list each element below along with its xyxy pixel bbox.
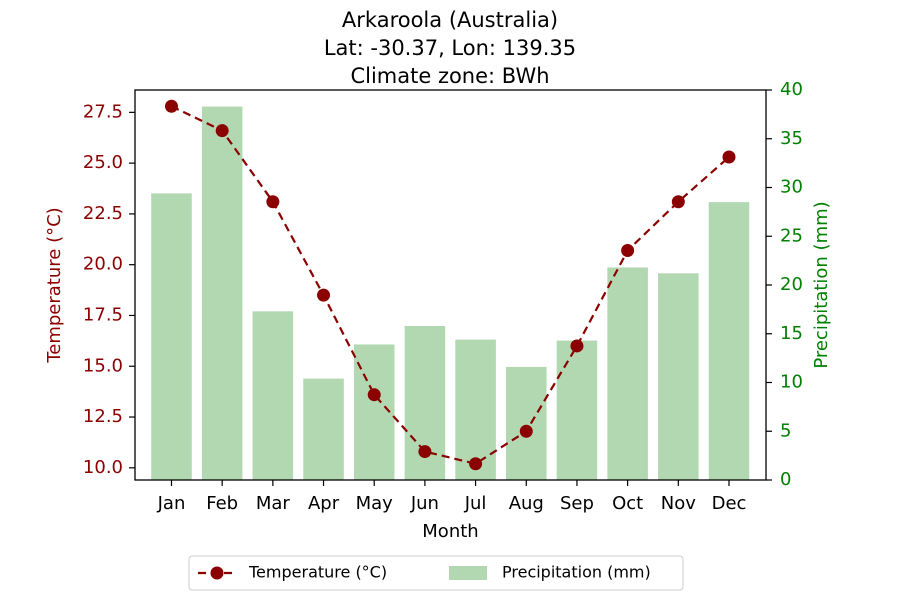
precipitation-bar <box>252 311 294 480</box>
precipitation-bars <box>151 106 750 480</box>
y-left-tick-label: 27.5 <box>83 101 123 122</box>
x-tick-label: Jul <box>464 493 487 514</box>
temperature-point <box>215 124 229 138</box>
y-right-tick-label: 25 <box>780 225 803 246</box>
y-left-tick-label: 20.0 <box>83 254 123 275</box>
x-tick-label: May <box>356 493 394 514</box>
temperature-series <box>164 99 736 471</box>
chart-title-line: Climate zone: BWh <box>350 64 549 88</box>
temperature-point <box>722 150 736 164</box>
temperature-line <box>171 105 730 465</box>
temperature-point <box>469 457 483 471</box>
y-left-tick-label: 12.5 <box>83 406 123 427</box>
x-axis-label: Month <box>422 521 478 542</box>
chart-title: Arkaroola (Australia) Lat: -30.37, Lon: 1… <box>324 8 576 88</box>
legend-precipitation-swatch <box>449 566 487 580</box>
y-right-axis-label: Precipitation (mm) <box>811 201 832 368</box>
y-right-tick-label: 15 <box>780 323 803 344</box>
precipitation-bar <box>708 202 750 480</box>
x-tick-label: Sep <box>560 493 594 514</box>
temperature-point <box>418 445 432 459</box>
precipitation-bar <box>455 339 496 480</box>
precipitation-bar <box>303 378 344 480</box>
y-left-tick-label: 22.5 <box>83 203 123 224</box>
precipitation-bar <box>658 273 699 480</box>
x-tick-label: Oct <box>612 493 643 514</box>
temperature-point <box>317 288 331 302</box>
temperature-point <box>570 339 584 353</box>
temperature-point <box>519 424 533 438</box>
x-tick-label: Dec <box>712 493 747 514</box>
y-right-tick-label: 20 <box>780 274 803 295</box>
y-right-tick-label: 10 <box>780 372 803 393</box>
x-axis: Jan Feb Mar Apr May Jun Jul Aug Sep Oct Nov Dec <box>157 480 747 514</box>
y-right-tick-label: 0 <box>780 469 791 490</box>
y-right-tick-label: 40 <box>780 79 803 100</box>
y-left-tick-label: 10.0 <box>83 457 123 478</box>
y-right-tick-label: 5 <box>780 420 791 441</box>
x-tick-label: Jun <box>410 493 439 514</box>
y-right-tick-label: 35 <box>780 128 803 149</box>
axis-labels: Month Temperature (°C) Precipitation (mm) <box>44 201 832 542</box>
y-left-tick-label: 25.0 <box>83 152 123 173</box>
x-tick-label: Mar <box>256 493 291 514</box>
legend: Temperature (°C) Precipitation (mm) <box>188 555 684 591</box>
chart-title-line: Arkaroola (Australia) <box>342 8 558 32</box>
x-tick-label: Aug <box>509 493 544 514</box>
temperature-point <box>164 99 178 113</box>
y-left-tick-label: 15.0 <box>83 355 123 376</box>
y-left-tick-label: 17.5 <box>83 304 123 325</box>
temperature-point <box>367 388 381 402</box>
y-right-tick-label: 30 <box>780 177 803 198</box>
y-axis-left: 10.0 12.5 15.0 17.5 20.0 22.5 25.0 27.5 <box>83 101 135 478</box>
legend-precipitation-label: Precipitation (mm) <box>502 563 651 582</box>
temperature-point <box>266 195 280 209</box>
x-tick-label: Nov <box>661 493 696 514</box>
legend-temperature-label: Temperature (°C) <box>248 563 387 582</box>
y-axis-right: 0 5 10 15 20 25 30 35 40 <box>766 79 803 490</box>
x-tick-label: Feb <box>206 493 238 514</box>
precipitation-bar <box>201 106 243 480</box>
legend-temperature-marker <box>210 566 224 580</box>
precipitation-bar <box>151 193 192 480</box>
legend-box <box>188 555 684 591</box>
precipitation-bar <box>556 340 598 480</box>
temperature-point <box>621 243 635 257</box>
precipitation-bar <box>607 267 648 480</box>
x-tick-label: Jan <box>157 493 186 514</box>
precipitation-bar <box>505 366 547 480</box>
temperature-point <box>671 195 685 209</box>
x-tick-label: Apr <box>308 493 340 514</box>
chart-title-line: Lat: -30.37, Lon: 139.35 <box>324 36 576 60</box>
y-left-axis-label: Temperature (°C) <box>44 207 65 363</box>
